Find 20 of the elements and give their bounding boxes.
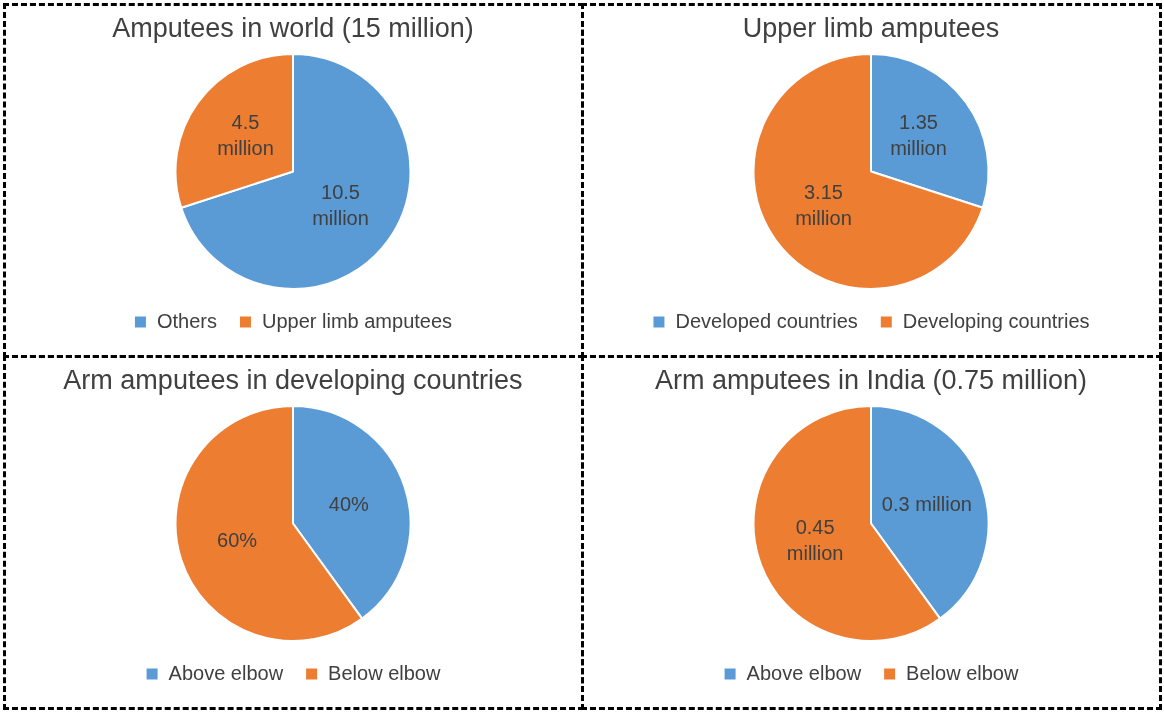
- legend-label: Above elbow: [746, 661, 862, 684]
- chart-title: Amputees in world (15 million): [112, 11, 474, 45]
- chart-title: Arm amputees in India (0.75 million): [654, 363, 1088, 397]
- legend-label: Developing countries: [902, 309, 1090, 332]
- chart-title: Upper limb amputees: [742, 11, 1000, 45]
- data-label: 60%: [217, 528, 258, 551]
- chart-title: Arm amputees in developing countries: [63, 363, 523, 397]
- legend-label: Below elbow: [328, 661, 441, 684]
- data-label: 40%: [328, 492, 370, 515]
- legend-label: Others: [156, 309, 217, 332]
- legend-label: Above elbow: [168, 661, 284, 684]
- legend-label: Below elbow: [906, 661, 1019, 684]
- data-label: 1.35 million: [890, 110, 947, 159]
- data-label: 4.5 million: [217, 110, 274, 159]
- data-label: 0.3 million: [881, 492, 972, 515]
- data-label: 10.5 million: [312, 180, 369, 229]
- data-label: 0.45 million: [786, 515, 844, 564]
- legend-label: Upper limb amputees: [261, 309, 453, 332]
- legend-label: Developed countries: [675, 309, 858, 332]
- data-label: 3.15 million: [795, 180, 852, 229]
